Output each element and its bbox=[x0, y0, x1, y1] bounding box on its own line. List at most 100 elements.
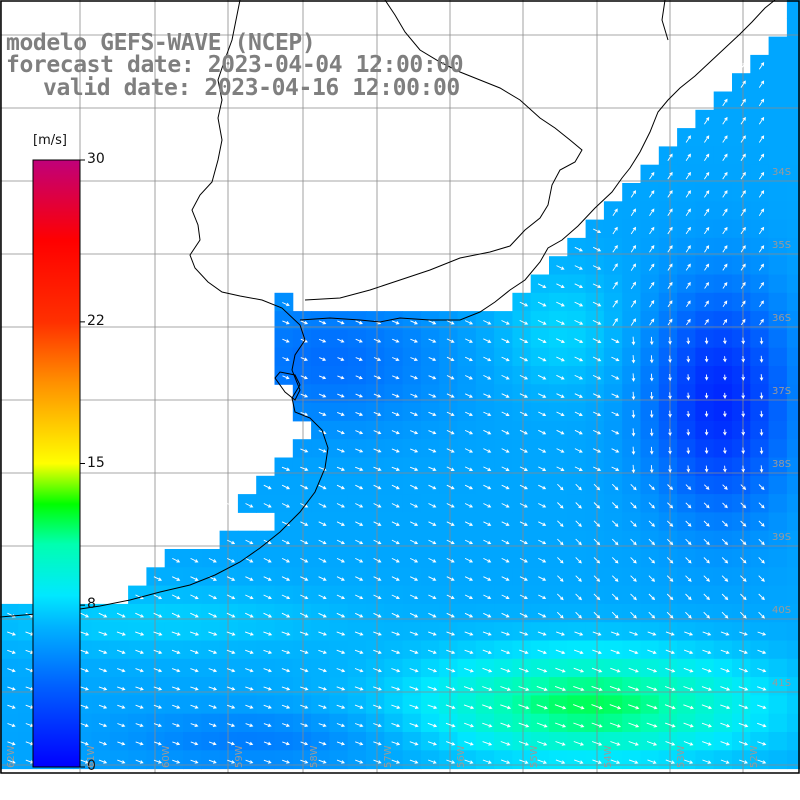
wind-arrow bbox=[318, 686, 327, 691]
wind-arrow bbox=[611, 338, 620, 343]
wind-arrow bbox=[519, 759, 529, 764]
wind-arrow bbox=[538, 594, 547, 600]
wind-arrow bbox=[573, 704, 585, 710]
wind-cell bbox=[732, 457, 751, 477]
wind-cell bbox=[603, 622, 623, 641]
wind-cell bbox=[732, 219, 751, 239]
wind-arrow bbox=[300, 576, 309, 581]
wind-arrow bbox=[591, 722, 603, 728]
wind-cell bbox=[695, 420, 715, 440]
wind-arrow bbox=[428, 539, 437, 545]
wind-cell bbox=[366, 311, 385, 330]
wind-arrow bbox=[758, 575, 765, 582]
wind-cell bbox=[439, 658, 458, 678]
wind-cell bbox=[549, 347, 568, 367]
wind-arrow bbox=[593, 228, 602, 234]
wind-arrow bbox=[702, 759, 712, 764]
wind-cell bbox=[530, 420, 550, 440]
wind-cell bbox=[494, 567, 513, 587]
latitude-label: 37S bbox=[772, 386, 792, 397]
wind-cell bbox=[677, 640, 696, 660]
wind-arrow bbox=[464, 631, 474, 636]
wind-arrow bbox=[630, 226, 637, 235]
wind-arrow bbox=[427, 649, 437, 655]
wind-cell bbox=[750, 732, 770, 751]
wind-cell bbox=[530, 494, 550, 513]
wind-arrow bbox=[446, 375, 455, 380]
wind-cell bbox=[640, 677, 660, 696]
wind-cell bbox=[640, 384, 660, 404]
wind-arrow bbox=[245, 741, 254, 746]
lat-lon-grid bbox=[0, 0, 800, 773]
wind-cell bbox=[530, 622, 550, 641]
wind-arrow bbox=[501, 411, 510, 417]
wind-cell bbox=[768, 36, 788, 56]
wind-arrow bbox=[117, 723, 126, 728]
wind-arrow bbox=[740, 116, 746, 125]
wind-arrow bbox=[667, 318, 673, 326]
wind-arrow bbox=[409, 686, 419, 691]
wind-arrow bbox=[740, 484, 747, 490]
wind-cell bbox=[530, 439, 550, 458]
wind-arrow bbox=[300, 557, 309, 563]
wind-cell bbox=[439, 567, 458, 587]
wind-arrow bbox=[704, 226, 710, 235]
wind-arrow bbox=[208, 668, 218, 673]
wind-arrow bbox=[557, 483, 564, 491]
wind-arrow bbox=[373, 759, 382, 764]
wind-arrow bbox=[7, 686, 16, 691]
wind-cell bbox=[0, 732, 19, 751]
wind-arrow bbox=[318, 594, 327, 600]
wind-arrow bbox=[519, 484, 528, 490]
wind-arrow bbox=[591, 741, 603, 746]
wind-cell bbox=[274, 567, 294, 587]
wind-arrow bbox=[300, 393, 309, 398]
wind-cell bbox=[750, 750, 770, 770]
wind-arrow bbox=[537, 283, 547, 289]
wind-arrow bbox=[428, 557, 437, 563]
wind-cell bbox=[549, 274, 568, 294]
wind-arrow bbox=[300, 484, 309, 490]
wind-cell bbox=[292, 732, 312, 751]
wind-arrow bbox=[647, 631, 657, 636]
wind-cell bbox=[311, 420, 330, 440]
wind-cell bbox=[311, 640, 330, 660]
wind-cell bbox=[256, 585, 275, 605]
wind-cell bbox=[530, 292, 550, 312]
wind-cell bbox=[567, 622, 587, 641]
wind-arrow bbox=[445, 667, 456, 673]
wind-cell bbox=[768, 183, 788, 202]
wind-cell bbox=[256, 732, 275, 751]
wind-cell bbox=[695, 750, 715, 770]
wind-arrow bbox=[611, 411, 620, 417]
wind-cell bbox=[512, 603, 532, 623]
wind-arrow bbox=[354, 668, 364, 673]
wind-cell bbox=[713, 274, 733, 294]
wind-cell bbox=[439, 366, 458, 385]
wind-cell bbox=[786, 292, 800, 312]
wind-cell bbox=[18, 677, 38, 696]
wind-arrow bbox=[153, 759, 162, 764]
wind-cell bbox=[622, 329, 641, 349]
wind-arrow bbox=[609, 704, 622, 710]
wind-cell bbox=[713, 128, 733, 147]
wind-arrow bbox=[759, 337, 764, 345]
wind-arrow bbox=[318, 521, 327, 526]
longitude-label: 58W bbox=[309, 745, 320, 768]
wind-cell bbox=[512, 713, 532, 733]
wind-cell bbox=[439, 457, 458, 477]
wind-arrow bbox=[575, 502, 582, 509]
wind-arrow bbox=[758, 557, 765, 564]
wind-arrow bbox=[428, 430, 437, 435]
wind-arrow bbox=[628, 759, 639, 764]
wind-arrow bbox=[537, 301, 547, 307]
wind-cell bbox=[402, 530, 422, 550]
wind-arrow bbox=[538, 411, 547, 417]
wind-arrow bbox=[610, 667, 621, 673]
wind-cell bbox=[91, 750, 111, 770]
wind-arrow bbox=[575, 593, 582, 601]
wind-arrow bbox=[409, 612, 419, 618]
wind-cell bbox=[768, 512, 788, 532]
wind-arrow bbox=[740, 245, 746, 253]
wind-cell bbox=[347, 366, 367, 385]
